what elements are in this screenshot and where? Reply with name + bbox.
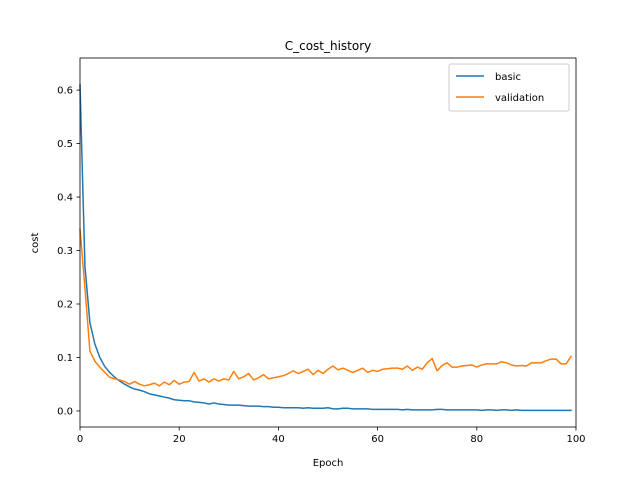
series-line-basic xyxy=(79,83,572,412)
plot-frame xyxy=(79,57,577,428)
chart-title: C_cost_history xyxy=(285,39,372,53)
y-tick-label: 0.3 xyxy=(57,246,73,257)
x-tick-label: 40 xyxy=(272,434,285,445)
y-tick-label: 0.4 xyxy=(57,193,73,204)
series-line-validation xyxy=(79,228,573,387)
x-axis: 0 20 40 60 80 100 xyxy=(77,427,586,445)
legend-label-basic: basic xyxy=(495,72,521,83)
x-tick-label: 20 xyxy=(173,434,186,445)
y-tick-label: 0.2 xyxy=(57,300,73,311)
y-tick-label: 0.1 xyxy=(57,353,73,364)
legend: basic validation xyxy=(448,63,570,112)
y-axis-label: cost xyxy=(30,233,41,254)
y-tick-label: 0.0 xyxy=(57,406,73,417)
x-tick-label: 60 xyxy=(371,434,384,445)
y-tick-label: 0.5 xyxy=(57,139,73,150)
plot-lines xyxy=(79,83,573,412)
x-tick-label: 80 xyxy=(470,434,483,445)
x-tick-label: 100 xyxy=(566,434,585,445)
x-tick-label: 0 xyxy=(77,434,83,445)
legend-label-validation: validation xyxy=(495,93,544,104)
y-axis: 0.0 0.1 0.2 0.3 0.4 0.5 0.6 xyxy=(57,86,80,417)
y-tick-label: 0.6 xyxy=(57,86,73,97)
x-axis-label: Epoch xyxy=(313,458,344,469)
